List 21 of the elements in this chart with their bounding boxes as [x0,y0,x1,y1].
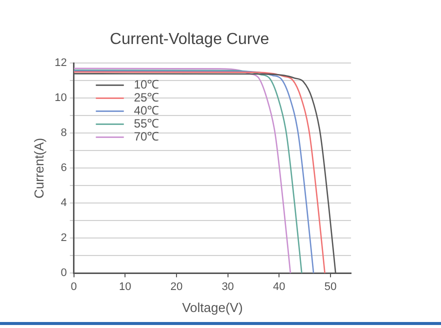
y-tick-label: 4 [60,197,67,210]
legend-label: 25℃ [134,90,160,105]
legend-label: 70℃ [134,130,160,144]
y-tick-label: 12 [54,57,67,70]
legend-label: 40℃ [134,104,160,118]
x-tick-label: 20 [170,280,183,293]
x-tick-label: 30 [222,280,234,293]
y-tick-label: 10 [54,92,67,104]
y-axis-title: Current(A) [31,138,46,199]
x-axis-title: Voltage(V) [182,300,243,315]
x-tick-label: 0 [70,280,77,293]
x-tick-label: 50 [324,280,337,293]
legend-label: 10℃ [134,78,160,92]
y-tick-label: 6 [60,162,67,174]
y-tick-label: 8 [60,127,67,140]
y-tick-label: 0 [60,267,67,280]
y-tick-label: 2 [60,232,67,244]
chart-title: Current-Voltage Curve [110,31,270,48]
x-tick-label: 40 [273,280,286,293]
legend-label: 55℃ [134,116,160,131]
x-tick-label: 10 [119,280,132,293]
